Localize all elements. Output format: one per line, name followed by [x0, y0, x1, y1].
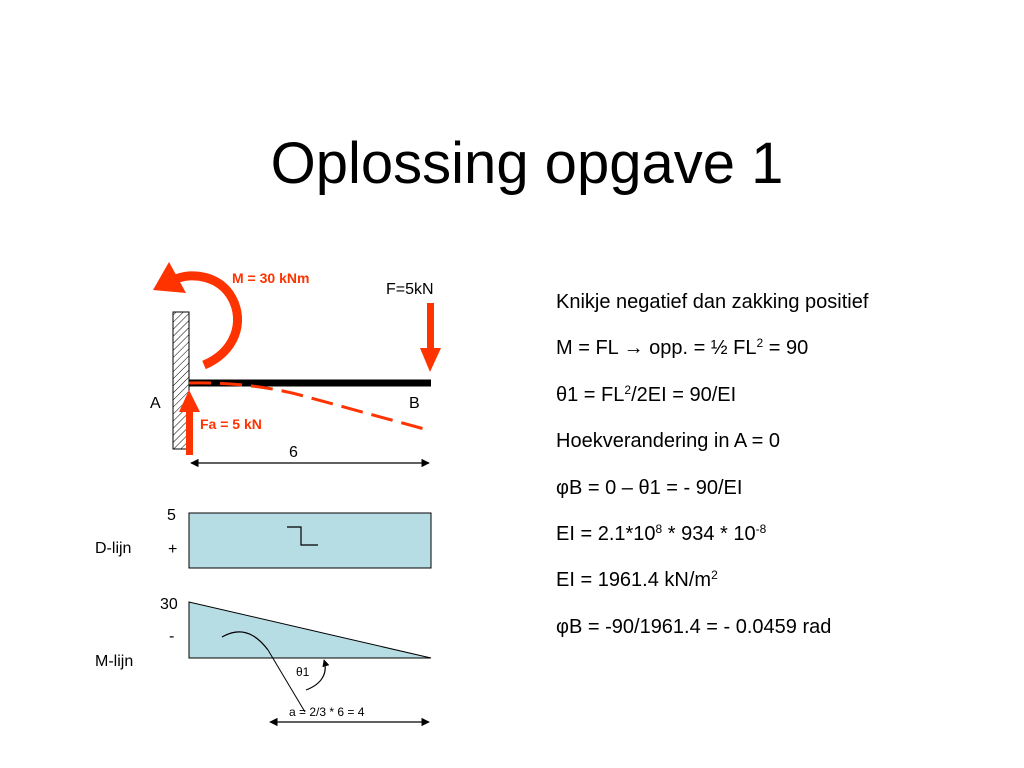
superscript: 2 — [624, 382, 632, 397]
solution-line: EI = 1961.4 kN/m2 — [556, 566, 1016, 594]
superscript: 2 — [711, 568, 718, 583]
moment-arrow — [153, 262, 243, 370]
solution-text: * 934 * 10 — [662, 522, 756, 545]
solution-line: φB = -90/1961.4 = - 0.0459 rad — [556, 613, 1016, 641]
solution-line: Hoekverandering in A = 0 — [556, 427, 1016, 455]
force-label: F=5kN — [386, 281, 434, 298]
solution-text: φB = -90/1961.4 = - 0.0459 rad — [556, 615, 832, 638]
superscript: 2 — [756, 336, 764, 351]
d-line-step-symbol — [287, 526, 318, 546]
solution-text: φB = 0 – θ1 = - 90/EI — [556, 476, 743, 499]
solution-text: M = FL — [556, 337, 624, 360]
solution-line: EI = 2.1*108 * 934 * 10-8 — [556, 520, 1016, 548]
solution-line: Knikje negatief dan zakking positief — [556, 288, 1016, 316]
point-load-arrow — [420, 303, 441, 372]
lever-label: a = 2/3 * 6 = 4 — [289, 705, 365, 719]
angle-label: θ1 — [296, 665, 310, 679]
deflection-line — [188, 381, 429, 432]
reaction-label: Fa = 5 kN — [200, 416, 262, 432]
solution-text: EI = 1961.4 kN/m — [556, 569, 712, 592]
solution-text: = 90 — [763, 337, 809, 360]
m-line-area — [188, 601, 432, 659]
tangent-line — [267, 649, 306, 713]
end-label-b: B — [409, 395, 420, 412]
solution-text: opp. = ½ FL — [643, 337, 757, 360]
solution-text: /2EI = 90/EI — [631, 383, 737, 406]
solution-line: φB = 0 – θ1 = - 90/EI — [556, 474, 1016, 502]
span-label: 6 — [289, 444, 298, 461]
slide-title: Oplossing opgave 1 — [270, 131, 784, 196]
solution-line: M = FL → opp. = ½ FL2 = 90 — [556, 334, 1016, 362]
moment-label: M = 30 kNm — [232, 270, 309, 286]
m-line-sign: - — [169, 628, 174, 645]
solution-text: EI = 2.1*10 — [556, 522, 656, 545]
solution-line: θ1 = FL2/2EI = 90/EI — [556, 381, 1016, 409]
solution-text: Knikje negatief dan zakking positief — [556, 291, 869, 313]
arrow-symbol: → — [623, 337, 644, 360]
angle-arc — [305, 659, 330, 691]
support-label-a: A — [150, 395, 161, 412]
m-line-value: 30 — [160, 596, 178, 613]
superscript: 8 — [655, 521, 663, 536]
solution-text: Hoekverandering in A = 0 — [556, 430, 781, 453]
solution-text: θ1 = FL — [556, 383, 625, 406]
d-line-label: D-lijn — [95, 540, 131, 557]
reaction-force-arrow — [179, 390, 200, 455]
d-line-value: 5 — [167, 507, 176, 524]
m-line-curvature-symbol — [221, 631, 269, 651]
m-line-label: M-lijn — [95, 653, 133, 670]
solution-steps: Knikje negatief dan zakking positief M = … — [556, 288, 1016, 659]
superscript: -8 — [755, 521, 767, 536]
d-line-area — [188, 512, 432, 569]
d-line-sign: + — [168, 541, 177, 558]
